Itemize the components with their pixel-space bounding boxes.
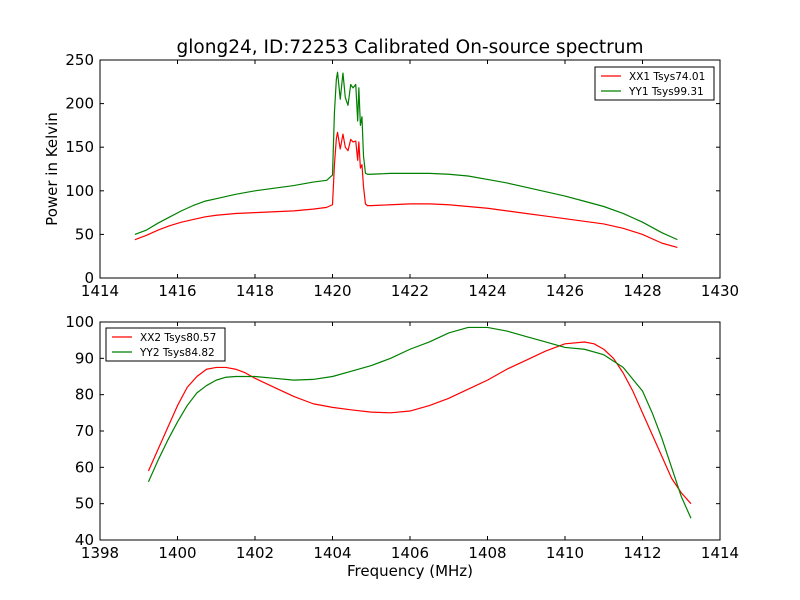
bottom-panel: 1398 1400 1402 1404 1406 1408 1410 1412 1414 40 50… xyxy=(65,313,739,580)
y-tick-label: 80 xyxy=(75,386,94,404)
x-tick-label: 1408 xyxy=(468,544,506,562)
y-tick-label: 100 xyxy=(65,182,94,200)
y-tick-label: 50 xyxy=(75,225,94,243)
y-tick-label: 150 xyxy=(65,138,94,156)
series-line-xx-panel-2 xyxy=(147,341,692,505)
series-line-yy-panel-1 xyxy=(134,71,678,241)
y-tick-label: 200 xyxy=(65,95,94,113)
x-tick-label: 1430 xyxy=(701,282,739,300)
y-tick-label: 70 xyxy=(75,422,94,440)
x-tick-label: 1406 xyxy=(391,544,429,562)
x-tick-label: 1416 xyxy=(158,282,196,300)
x-tick-label: 1404 xyxy=(313,544,351,562)
top-panel: 1414 1416 1418 1420 1422 1424 1426 1428 1430 0 50 1… xyxy=(43,51,739,300)
x-tick-label: 1428 xyxy=(623,282,661,300)
x-tick-label: 1414 xyxy=(81,282,119,300)
x-tick-label: 1398 xyxy=(81,544,119,562)
y-tick-label: 100 xyxy=(65,313,94,331)
series-line-yy-panel-2 xyxy=(147,326,692,519)
legend-label: XX1 Tsys74.01 xyxy=(629,71,705,83)
x-tick-label: 1402 xyxy=(236,544,274,562)
legend-box xyxy=(594,66,715,101)
x-tick-label: 1414 xyxy=(701,544,739,562)
x-tick-label: 1420 xyxy=(313,282,351,300)
x-tick-label: 1424 xyxy=(468,282,506,300)
legend: XX1 Tsys74.01 YY1 Tsys99.31 xyxy=(594,66,715,101)
legend-label: YY2 Tsys84.82 xyxy=(139,347,215,359)
y-axis-label: Power in Kelvin xyxy=(43,112,61,226)
x-tick-label: 1412 xyxy=(623,544,661,562)
x-tick-label: 1418 xyxy=(236,282,274,300)
x-tick-label: 1426 xyxy=(546,282,584,300)
legend-label: YY1 Tsys99.31 xyxy=(628,86,704,98)
y-tick-label: 250 xyxy=(65,51,94,69)
chart-title: glong24, ID:72253 Calibrated On-source s… xyxy=(177,37,644,58)
y-tick-label: 60 xyxy=(75,458,94,476)
x-tick-label: 1400 xyxy=(158,544,196,562)
legend-label: XX2 Tsys80.57 xyxy=(140,332,216,344)
y-tick-label: 40 xyxy=(75,531,94,549)
x-axis-label: Frequency (MHz) xyxy=(347,562,473,580)
legend: XX2 Tsys80.57 YY2 Tsys84.82 xyxy=(105,327,226,362)
series-line-xx-panel-1 xyxy=(134,131,678,249)
y-tick-label: 50 xyxy=(75,495,94,513)
x-tick-label: 1410 xyxy=(546,544,584,562)
y-tick-label: 90 xyxy=(75,349,94,367)
y-tick-label: 0 xyxy=(84,269,94,287)
legend-box xyxy=(105,327,226,362)
x-tick-label: 1422 xyxy=(391,282,429,300)
